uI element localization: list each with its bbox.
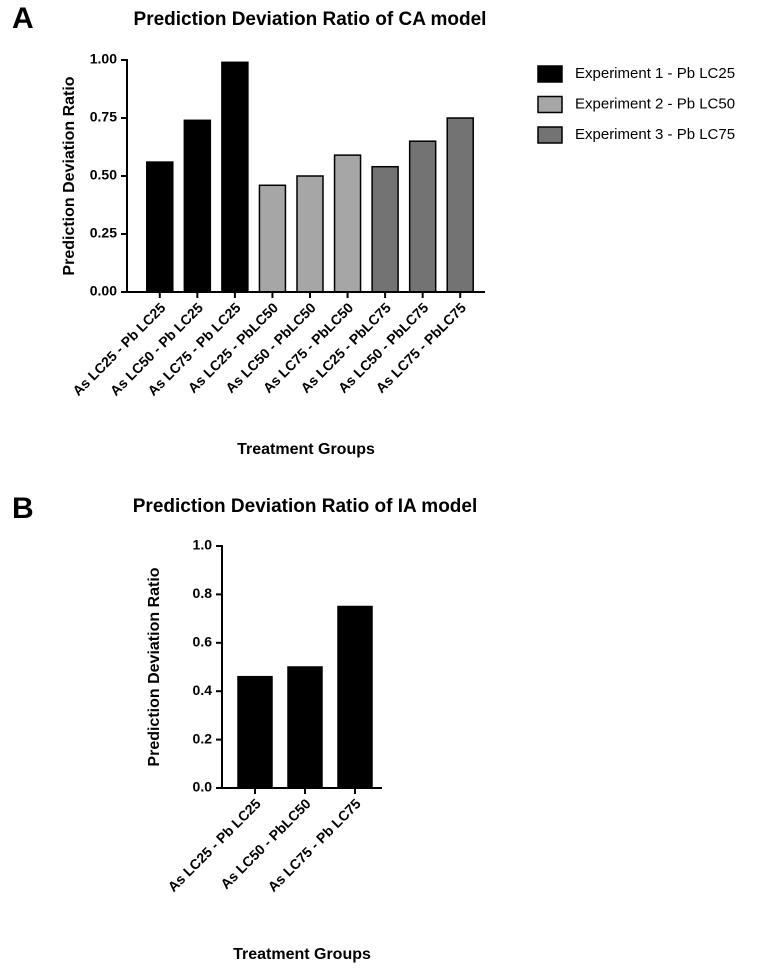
y-tick-label: 0.2 <box>193 730 213 746</box>
bar <box>237 675 273 789</box>
x-tick-label: As LC50 - PbLC50 <box>217 795 314 892</box>
x-axis-title: Treatment Groups <box>237 441 375 458</box>
bar <box>287 666 323 789</box>
bar <box>258 184 287 293</box>
bar <box>333 154 362 293</box>
y-axis-title: Prediction Deviation Ratio <box>146 567 163 766</box>
y-tick-label: 0.6 <box>193 634 213 650</box>
legend-label: Experiment 3 - Pb LC75 <box>575 126 735 143</box>
y-tick-label: 0.00 <box>90 283 117 299</box>
y-tick-label: 0.0 <box>193 779 213 795</box>
panel-label: A <box>12 2 34 35</box>
y-tick-label: 0.8 <box>193 585 213 601</box>
y-tick-label: 1.0 <box>193 537 213 553</box>
legend-label: Experiment 1 - Pb LC25 <box>575 65 735 82</box>
legend-swatch <box>537 126 563 144</box>
x-tick-label: As LC75 - Pb LC75 <box>264 795 363 894</box>
legend-swatch <box>537 65 563 83</box>
x-tick-label: As LC25 - Pb LC25 <box>164 795 263 894</box>
y-tick-label: 0.4 <box>193 682 213 698</box>
y-tick-label: 0.50 <box>90 167 117 183</box>
panel-label: B <box>12 492 34 525</box>
bar <box>446 117 474 293</box>
bar <box>296 175 324 293</box>
x-axis-title: Treatment Groups <box>233 946 371 963</box>
bar <box>221 61 249 293</box>
y-axis-title: Prediction Deviation Ratio <box>61 76 78 275</box>
legend-label: Experiment 2 - Pb LC50 <box>575 95 735 112</box>
y-tick-label: 1.00 <box>90 51 117 67</box>
bar <box>371 165 399 293</box>
chart-title: Prediction Deviation Ratio of IA model <box>133 496 478 517</box>
bar <box>183 119 212 293</box>
y-tick-label: 0.25 <box>90 225 117 241</box>
bar <box>408 140 437 293</box>
legend-swatch <box>537 95 563 114</box>
bar <box>337 605 373 789</box>
bar <box>146 161 174 293</box>
chart-title: Prediction Deviation Ratio of CA model <box>134 9 487 30</box>
y-tick-label: 0.75 <box>90 109 117 125</box>
